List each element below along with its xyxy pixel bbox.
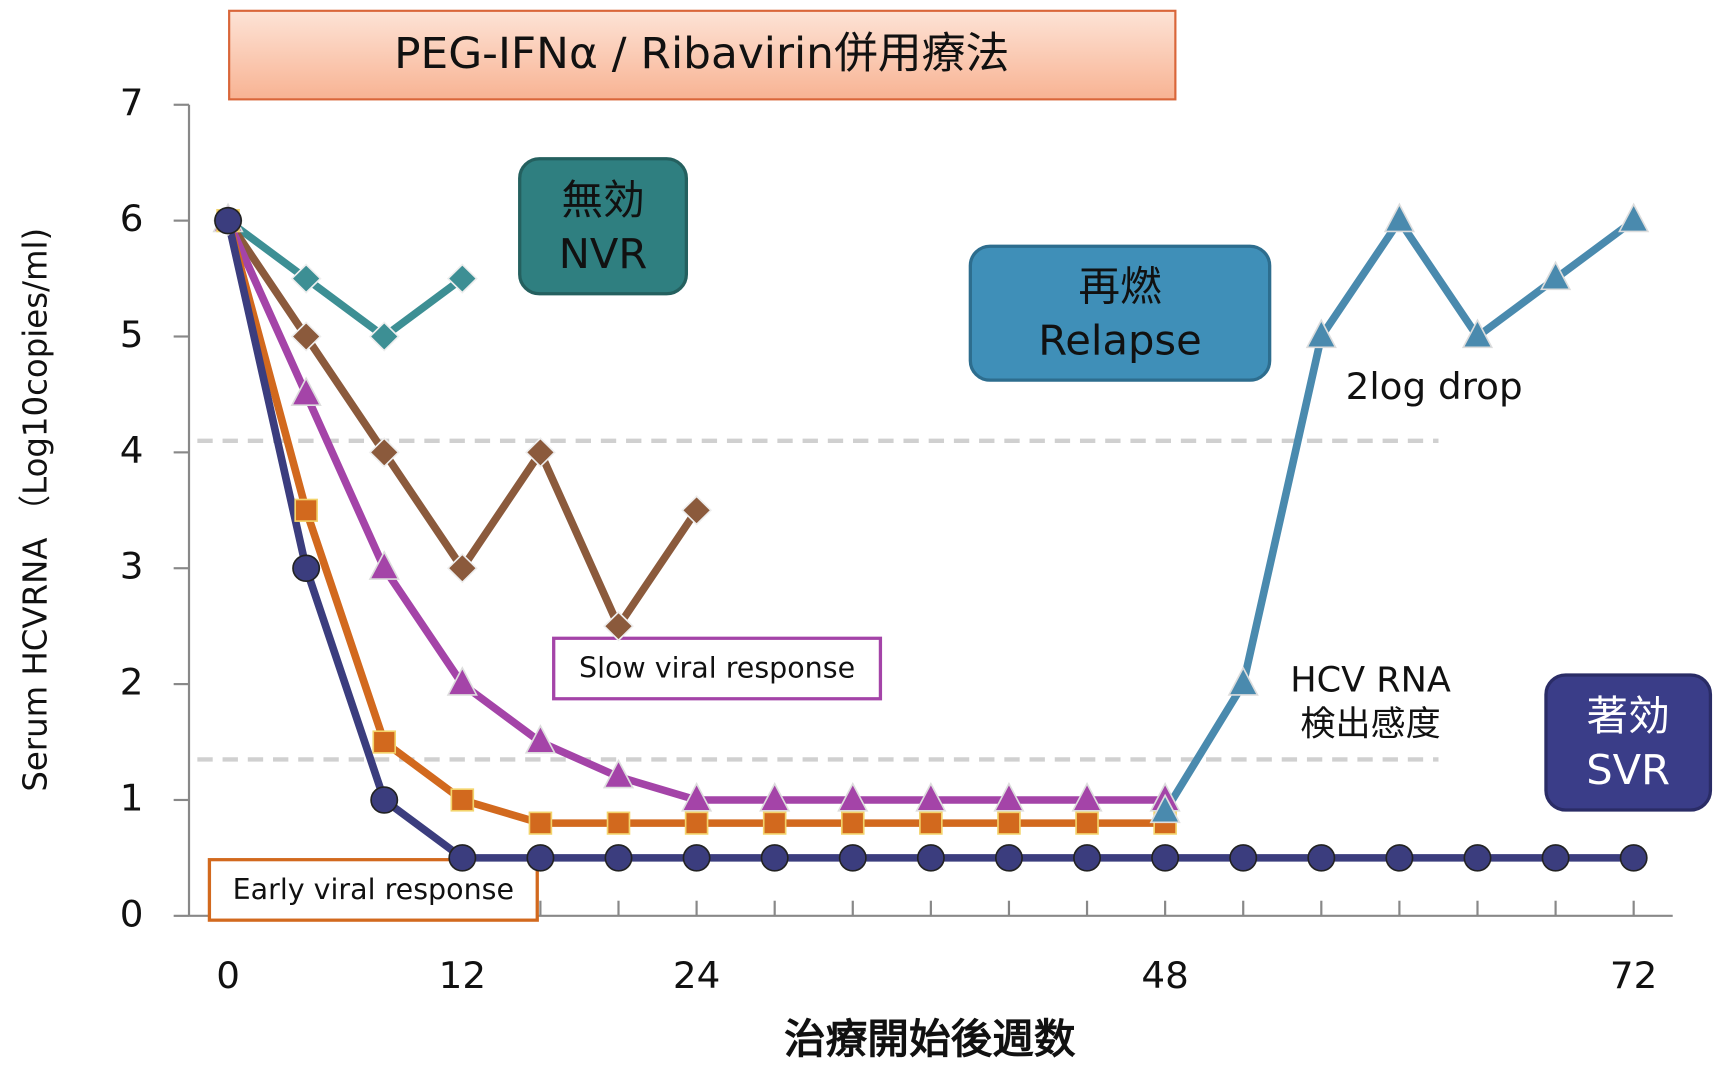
point — [1463, 844, 1492, 872]
point — [368, 437, 400, 468]
annotation-text: Relapse — [1038, 317, 1202, 365]
y-axis-label: Serum HCVRNA （Log10copies/ml) — [16, 228, 54, 792]
point — [1151, 844, 1180, 872]
annotation-text: 著効 — [1587, 692, 1670, 740]
point — [524, 437, 556, 468]
point — [368, 550, 400, 580]
point — [1461, 318, 1494, 349]
point — [604, 844, 633, 872]
annotation-box — [1544, 673, 1713, 812]
annotation-text: 2log drop — [1346, 365, 1523, 408]
annotation-text: SVR — [1586, 746, 1670, 794]
point — [684, 811, 709, 835]
point — [1539, 260, 1572, 291]
y-tick-label: 5 — [120, 313, 144, 356]
point — [524, 724, 557, 754]
point — [919, 811, 943, 835]
point — [1071, 782, 1103, 812]
point — [370, 786, 399, 814]
y-tick-label: 2 — [120, 661, 144, 704]
annotation-text: NVR — [559, 230, 648, 278]
point — [606, 811, 631, 835]
point — [1619, 844, 1648, 872]
point — [528, 811, 553, 835]
point — [1227, 666, 1259, 696]
point — [1383, 202, 1416, 233]
y-tick-label: 1 — [120, 777, 144, 820]
point — [1229, 844, 1258, 872]
x-tick-label: 12 — [439, 954, 486, 997]
point — [916, 844, 945, 872]
point — [446, 666, 478, 696]
x-tick-label: 24 — [673, 954, 720, 997]
point — [1541, 844, 1570, 872]
title-box — [228, 9, 1177, 101]
point — [1075, 811, 1099, 835]
point — [838, 844, 867, 872]
y-tick-label: 3 — [120, 545, 144, 588]
annotation-box — [207, 858, 539, 922]
point — [294, 498, 318, 522]
point — [1307, 844, 1336, 872]
x-axis-label: 治療開始後週数 — [784, 1015, 1076, 1063]
point — [1073, 844, 1102, 872]
point — [840, 811, 865, 835]
annotation-box — [552, 636, 883, 701]
annotation-text: 検出感度 — [1300, 705, 1440, 745]
annotation-text: 再燃 — [1078, 263, 1161, 311]
point — [682, 844, 711, 872]
chart-title: PEG-IFNα / Ribavirin併用療法 — [394, 29, 1009, 79]
y-tick-label: 7 — [120, 81, 144, 124]
x-tick-label: 0 — [216, 954, 240, 997]
point — [446, 553, 478, 584]
point — [994, 844, 1023, 872]
x-tick-label: 48 — [1141, 954, 1188, 997]
point — [1149, 793, 1181, 824]
point — [290, 263, 322, 294]
annotation-text: 無効 — [561, 176, 644, 224]
point — [993, 782, 1025, 812]
point — [681, 495, 713, 526]
series-line — [225, 217, 465, 341]
point — [290, 376, 322, 407]
point — [762, 811, 787, 835]
point — [1385, 844, 1414, 872]
annotation-text: HCV RNA — [1290, 661, 1451, 701]
x-tick-label: 72 — [1610, 954, 1657, 997]
point — [997, 811, 1021, 835]
annotation-text: Slow viral response — [579, 652, 855, 685]
point — [837, 782, 869, 812]
point — [368, 321, 400, 352]
point — [760, 844, 789, 872]
point — [526, 844, 555, 872]
point — [290, 321, 322, 352]
annotation-box — [518, 157, 689, 296]
point — [446, 263, 478, 294]
point — [214, 206, 243, 235]
point — [1305, 318, 1337, 349]
point — [603, 610, 634, 642]
annotation-box — [968, 244, 1272, 382]
point — [759, 782, 791, 812]
point — [915, 782, 947, 812]
point — [292, 554, 321, 583]
annotation-text: Early viral response — [233, 873, 514, 906]
point — [1618, 202, 1650, 233]
y-tick-label: 4 — [120, 429, 144, 472]
point — [602, 758, 635, 789]
point — [680, 782, 713, 812]
point — [372, 730, 397, 754]
point — [448, 844, 477, 872]
point — [450, 788, 475, 812]
y-tick-label: 6 — [120, 197, 144, 240]
y-tick-label: 0 — [120, 893, 144, 936]
